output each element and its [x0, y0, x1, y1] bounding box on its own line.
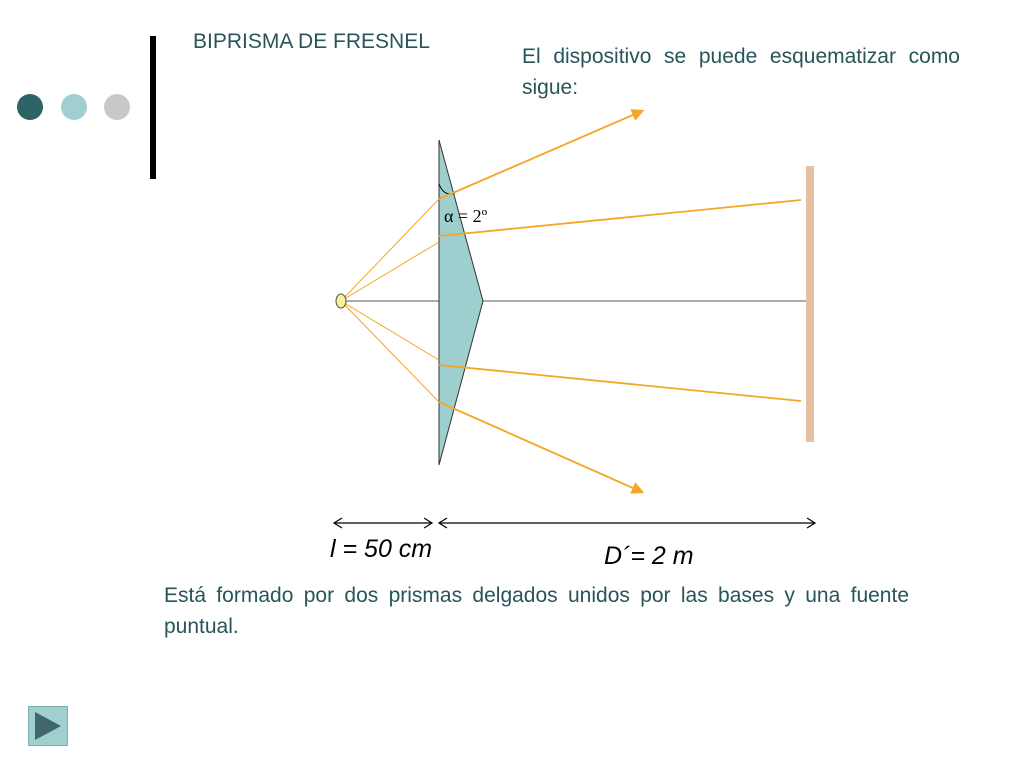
refracted-rays [438, 109, 802, 494]
intro-text: El dispositivo se puede esquematizar com… [522, 45, 960, 99]
decor-dot-gray [104, 94, 130, 120]
angle-label: α = 2º [444, 206, 488, 226]
decor-dot-teal [61, 94, 87, 120]
distance-d-label: D´= 2 m [604, 542, 694, 570]
screen [806, 166, 814, 442]
distance-l-label: l = 50 cm [330, 535, 432, 563]
title-divider-bar [150, 36, 156, 179]
decor-dot-dark [17, 94, 43, 120]
play-triangle-icon [35, 712, 61, 740]
incident-rays [340, 198, 440, 403]
dimension-d-arrow [437, 517, 817, 529]
slide-title: BIPRISMA DE FRESNEL [193, 30, 430, 53]
point-source [335, 293, 347, 309]
biprism [438, 139, 484, 466]
next-slide-button[interactable] [28, 706, 68, 746]
dimension-l-arrow [332, 517, 434, 529]
caption-text: Está formado por dos prismas delgados un… [164, 584, 909, 638]
